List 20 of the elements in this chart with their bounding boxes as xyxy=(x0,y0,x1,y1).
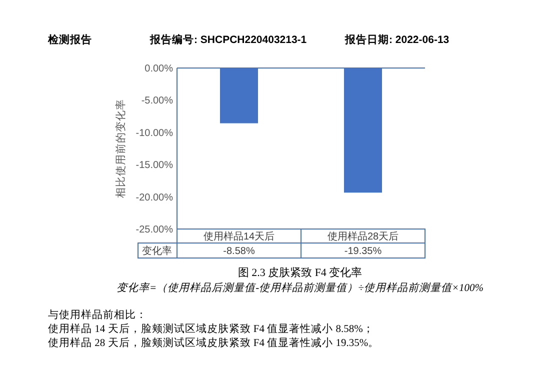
y-tick-label: 0.00% xyxy=(144,64,174,74)
text: 与使用样品前相比： xyxy=(48,308,147,321)
text: 报告日期: 2022-06-13 xyxy=(344,33,450,46)
text: 变化率=（使用样品后测量值-使用样品前测量值）÷使用样品前测量值×100% xyxy=(116,282,484,294)
y-tick-label: -10.00% xyxy=(136,128,174,139)
text: 检测报告 xyxy=(47,33,92,46)
text: 报告编号: SHCPCH220403213-1 xyxy=(149,33,307,46)
text: 图 2.3 皮肤紧致 F4 变化率 xyxy=(238,266,362,279)
y-axis-title: 相比使用前的变化率 xyxy=(114,99,127,198)
y-tick-label: -20.00% xyxy=(136,192,174,204)
text: 使用样品 14 天后，脸颊测试区域皮肤紧致 F4 值显著性减小 8.58%； xyxy=(48,322,374,335)
x-tick-label: 使用样品14天后 xyxy=(203,230,275,242)
text: 使用样品 28 天后，脸颊测试区域皮肤紧致 F4 值显著性减小 19.35%。 xyxy=(48,336,380,349)
y-tick-label: -15.00% xyxy=(136,160,174,172)
data-label: -8.58% xyxy=(223,246,255,257)
y-tick-label: -25.00% xyxy=(136,224,174,236)
data-label: -19.35% xyxy=(344,246,382,257)
text: 变化率 xyxy=(142,245,172,257)
x-tick-label: 使用样品28天后 xyxy=(327,230,399,242)
y-tick-label: -5.00% xyxy=(141,96,174,107)
